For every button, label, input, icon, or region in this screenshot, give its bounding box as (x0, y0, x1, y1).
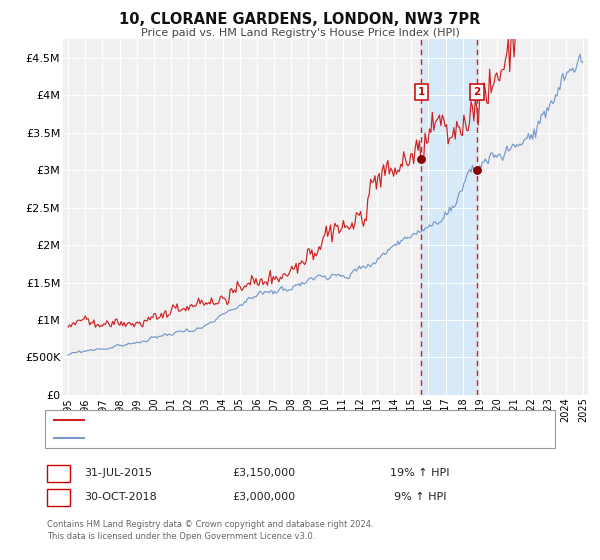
Text: 2: 2 (55, 492, 62, 502)
Point (472, 166, 482, 175)
Text: Price paid vs. HM Land Registry's House Price Index (HPI): Price paid vs. HM Land Registry's House … (140, 28, 460, 38)
Bar (421, 39, 477, 395)
Text: £3,150,000: £3,150,000 (232, 468, 296, 478)
Text: 9% ↑ HPI: 9% ↑ HPI (394, 492, 446, 502)
Point (416, 155, 426, 164)
Text: 19% ↑ HPI: 19% ↑ HPI (390, 468, 450, 478)
Text: 1: 1 (418, 87, 425, 97)
Text: 1: 1 (55, 468, 62, 478)
Text: 10, CLORANE GARDENS, LONDON, NW3 7PR: 10, CLORANE GARDENS, LONDON, NW3 7PR (119, 12, 481, 27)
Text: 10, CLORANE GARDENS, LONDON, NW3 7PR (detached house): 10, CLORANE GARDENS, LONDON, NW3 7PR (de… (90, 415, 396, 425)
Text: 2: 2 (473, 87, 481, 97)
Text: HPI: Average price, detached house, Camden: HPI: Average price, detached house, Camd… (90, 433, 311, 443)
Text: 31-JUL-2015: 31-JUL-2015 (85, 468, 153, 478)
Text: Contains HM Land Registry data © Crown copyright and database right 2024.
This d: Contains HM Land Registry data © Crown c… (47, 520, 373, 541)
Text: £3,000,000: £3,000,000 (232, 492, 296, 502)
Text: 30-OCT-2018: 30-OCT-2018 (85, 492, 157, 502)
